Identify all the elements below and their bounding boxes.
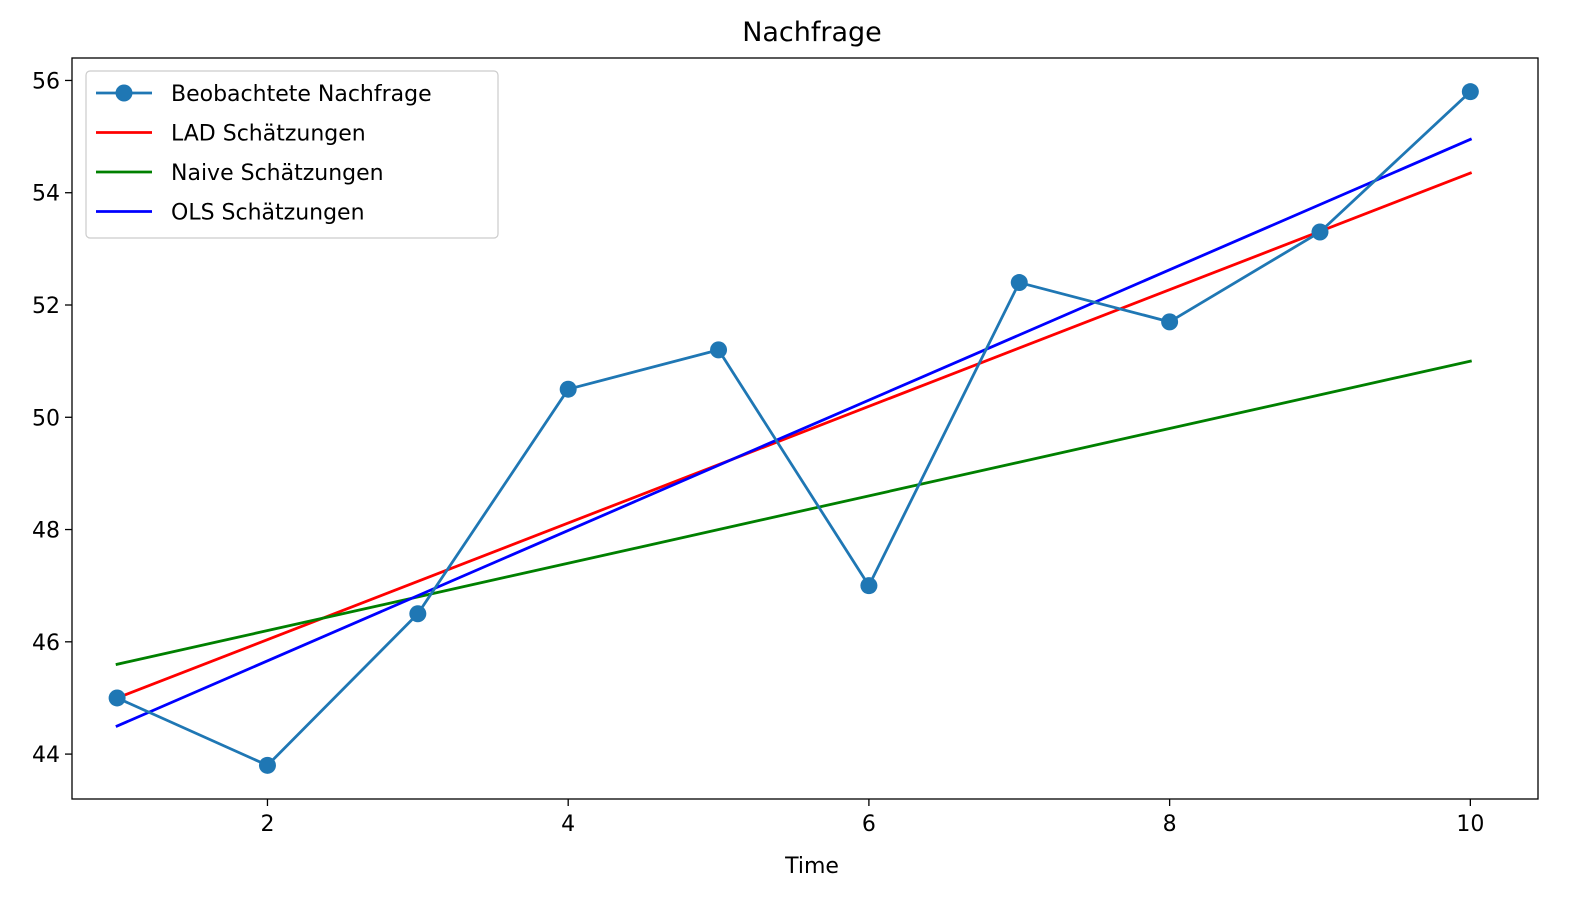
- data-point: [1311, 223, 1329, 241]
- x-tick-label: 6: [862, 812, 876, 837]
- chart-title: Nachfrage: [742, 17, 882, 48]
- x-axis-ticks: 2 4 6 8 10: [260, 799, 1484, 837]
- legend-label-3: OLS Schätzungen: [171, 201, 365, 226]
- legend-marker: [115, 84, 133, 102]
- data-point: [559, 380, 577, 398]
- series-line-3: [115, 137, 1473, 728]
- data-point: [710, 341, 728, 359]
- series-layer: [108, 83, 1479, 774]
- plot-frame: [71, 57, 1539, 800]
- y-tick-label: 56: [32, 69, 60, 94]
- data-point: [860, 577, 878, 595]
- data-point: [409, 605, 427, 623]
- series-line-2: [115, 359, 1473, 666]
- data-point: [1461, 83, 1479, 101]
- x-tick-label: 10: [1456, 812, 1484, 837]
- x-tick-label: 2: [260, 812, 274, 837]
- x-tick-label: 4: [561, 812, 575, 837]
- legend-label-1: LAD Schätzungen: [171, 122, 366, 147]
- legend-label-0: Beobachtete Nachfrage: [171, 82, 432, 107]
- y-tick-label: 46: [32, 631, 60, 656]
- data-point: [108, 689, 126, 707]
- x-axis-label: Time: [784, 854, 839, 879]
- data-point: [1161, 313, 1179, 331]
- series-line-0: [115, 89, 1473, 767]
- y-tick-label: 44: [32, 743, 60, 768]
- legend-entries: Beobachtete Nachfrage LAD Schätzungen Naiv…: [96, 82, 432, 226]
- x-tick-label: 8: [1163, 812, 1177, 837]
- legend-box: [85, 70, 499, 239]
- legend-label-2: Naive Schätzungen: [171, 161, 384, 186]
- y-axis-ticks: 44 46 48 50 52 54 56: [32, 69, 72, 768]
- y-tick-label: 50: [32, 406, 60, 431]
- y-tick-label: 48: [32, 519, 60, 544]
- legend: Beobachtete Nachfrage LAD Schätzungen Naiv…: [85, 70, 499, 239]
- series-line-1: [115, 171, 1473, 700]
- y-tick-label: 52: [32, 294, 60, 319]
- y-tick-label: 54: [32, 182, 60, 207]
- data-point: [1010, 274, 1028, 292]
- data-point: [258, 756, 276, 774]
